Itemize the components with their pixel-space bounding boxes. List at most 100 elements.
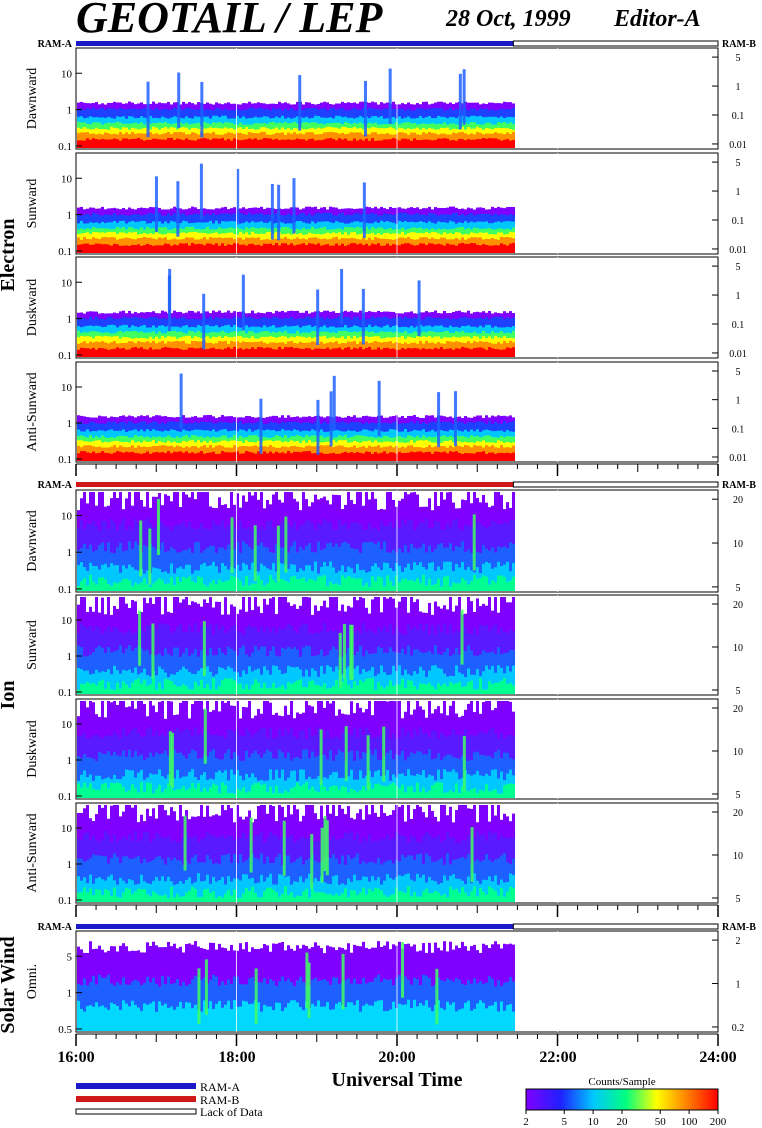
spectrogram-cell (428, 139, 431, 148)
spectrogram-cell (431, 562, 434, 591)
spectrogram-cell (326, 586, 329, 591)
spectrogram-cell (125, 237, 128, 253)
spectrogram-cell (305, 347, 308, 357)
spectrogram-cell (305, 140, 308, 148)
spectrogram-cell (356, 140, 359, 148)
y-tick-label: 10 (61, 277, 73, 289)
spectrogram-cell (293, 139, 296, 148)
spectrogram-cell (377, 445, 380, 461)
spectrogram-cell (386, 347, 389, 357)
spectrogram-cell (308, 578, 311, 591)
spectrogram-spike (259, 398, 263, 454)
spectrogram-cell (485, 561, 488, 591)
figure-title: GEOTAIL / LEP (76, 0, 384, 42)
spectrogram-cell (452, 571, 455, 591)
spectrogram-cell (350, 452, 353, 461)
spectrogram-cell (485, 576, 488, 591)
spectrogram-cell (89, 139, 92, 148)
spectrogram-cell (128, 341, 131, 357)
spectrogram-spike (332, 375, 336, 431)
spectrogram-cell (152, 138, 155, 148)
spectrogram-cell (494, 245, 497, 253)
spectrogram-cell (407, 139, 410, 148)
spectrogram-cell (188, 245, 191, 253)
spectrogram-cell (149, 244, 152, 253)
spectrogram-cell (83, 132, 86, 148)
spectrogram-cell (410, 140, 413, 148)
spectrogram-cell (194, 542, 197, 591)
spectrogram-cell (290, 243, 293, 253)
spectrogram-cell (407, 243, 410, 253)
spectrogram-cell (350, 577, 353, 591)
spectrogram-cell (206, 243, 209, 253)
spectrogram-cell (248, 546, 251, 591)
y-tick-label: 0.1 (58, 454, 72, 466)
spectrogram-cell (485, 138, 488, 148)
spectrogram-cell (425, 349, 428, 357)
spectrogram-cell (491, 580, 494, 591)
spectrogram-cell (374, 132, 377, 148)
spectrogram-cell (269, 243, 272, 253)
spectrogram-cell (119, 140, 122, 148)
spectrogram-cell (503, 576, 506, 591)
spectrogram-cell (452, 244, 455, 253)
spectrogram-cell (251, 562, 254, 591)
spectrogram-cell (347, 575, 350, 591)
spectrogram-cell (182, 340, 185, 357)
spectrogram-cell (122, 138, 125, 148)
spectrogram-cell (401, 348, 404, 357)
spectrogram-cell (329, 561, 332, 591)
spectrogram-cell (107, 244, 110, 253)
spectrogram-cell (188, 237, 191, 253)
spectrogram-cell (326, 453, 329, 461)
spectrogram-cell (143, 236, 146, 253)
spectrogram-cell (461, 453, 464, 461)
spectrogram-cell (275, 582, 278, 591)
spectrogram-cell (170, 138, 173, 148)
spectrogram-cell (92, 565, 95, 591)
spectrogram-cell (182, 243, 185, 253)
spectrogram-cell (107, 567, 110, 591)
spectrogram-cell (512, 139, 515, 148)
spectrogram-cell (149, 586, 152, 591)
spectrogram-cell (392, 244, 395, 253)
spectrogram-spike (377, 380, 381, 436)
spectrogram-cell (119, 245, 122, 253)
spectrogram-cell (311, 349, 314, 357)
spectrogram-cell (248, 451, 251, 461)
spectrogram-cell (116, 244, 119, 253)
spectrogram-cell (269, 451, 272, 461)
spectrogram-cell (506, 236, 509, 253)
spectrogram-cell (404, 243, 407, 253)
spectrogram-cell (83, 578, 86, 591)
spectrogram-cell (509, 140, 512, 148)
spectrogram-cell (167, 347, 170, 357)
spectrogram-cell (260, 580, 263, 591)
spectrogram-cell (365, 582, 368, 591)
spectrogram-cell (128, 452, 131, 461)
spectrogram-cell (290, 346, 293, 357)
spectrogram-cell (380, 452, 383, 461)
spectrogram-cell (245, 139, 248, 148)
spectrogram-cell (413, 348, 416, 357)
spectrogram-cell (137, 348, 140, 357)
spectrogram-cell (206, 138, 209, 148)
spectrogram-spike (453, 391, 457, 447)
spectrogram-cell (110, 245, 113, 253)
spectrogram-cell (347, 140, 350, 148)
spectrogram-cell (323, 139, 326, 148)
spectrogram-cell (308, 565, 311, 591)
spectrogram-cell (350, 341, 353, 357)
spectrogram-cell (458, 453, 461, 461)
spectrogram-cell (80, 140, 83, 148)
spectrogram-cell (242, 244, 245, 253)
spectrogram-cell (359, 578, 362, 591)
spectrogram-cell (218, 453, 221, 461)
spectrogram-cell (440, 138, 443, 148)
spectrogram-cell (113, 452, 116, 461)
spectrogram-cell (125, 451, 128, 461)
spectrogram-cell (125, 138, 128, 148)
spectrogram-cell (239, 140, 242, 148)
spectrogram-cell (491, 452, 494, 461)
